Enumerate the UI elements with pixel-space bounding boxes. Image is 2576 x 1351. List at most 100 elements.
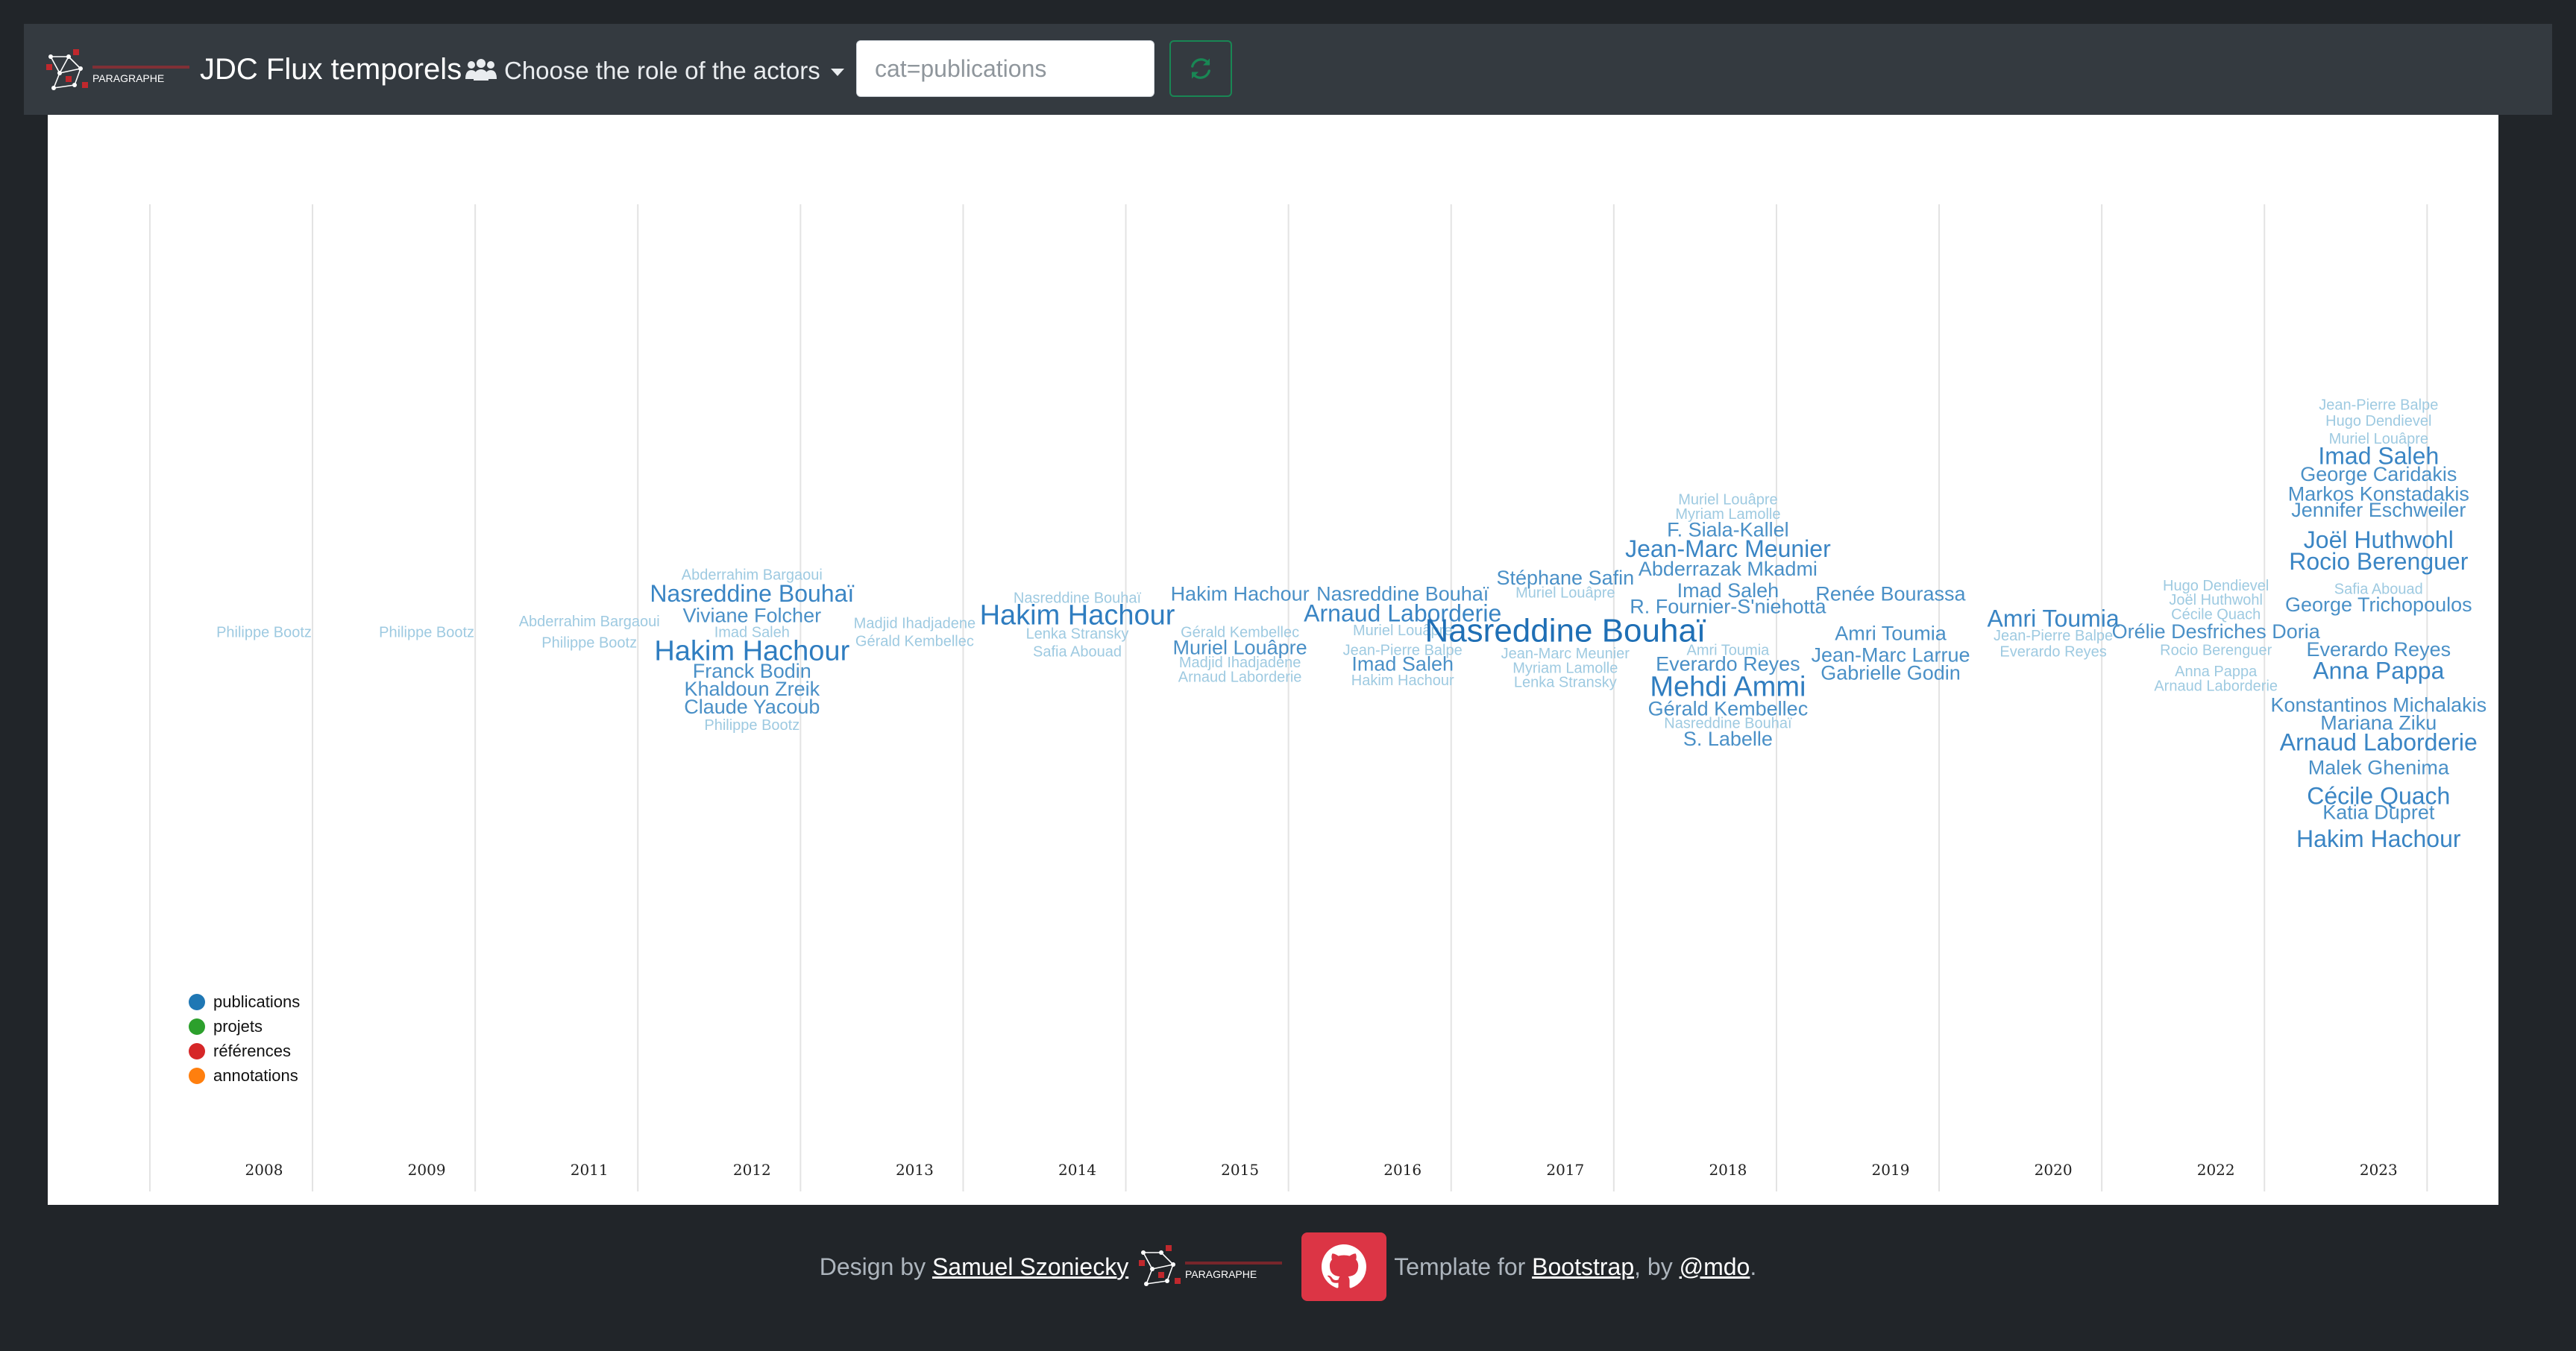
actor-word[interactable]: Markos Konstadakis <box>2288 482 2469 505</box>
actor-word[interactable]: Malek Ghenima <box>2308 757 2450 779</box>
actor-word[interactable]: Madjid Ihadjadene <box>854 615 976 632</box>
paragraphe-logo-footer[interactable]: PARAGRAPHE <box>1136 1242 1285 1291</box>
actor-word[interactable]: Rocio Berenguer <box>2289 548 2468 575</box>
actor-word[interactable]: Jean-Pierre Balpe <box>2319 397 2438 413</box>
actor-word[interactable]: Mehdi Ammi <box>1650 671 1806 702</box>
actor-word[interactable]: Amri Toumia <box>1687 642 1771 658</box>
actor-word[interactable]: Myriam Lamolle <box>1675 506 1780 523</box>
paragraphe-logo[interactable]: PARAGRAPHE <box>43 46 192 95</box>
actor-word[interactable]: Muriel Louâpre <box>1173 637 1307 659</box>
bootstrap-link[interactable]: Bootstrap <box>1532 1253 1635 1280</box>
actor-word[interactable]: Hakim Hachour <box>1351 673 1454 689</box>
actor-word[interactable]: Myriam Lamolle <box>1512 660 1618 676</box>
actor-word[interactable]: Cécile Quach <box>2307 782 2450 809</box>
actor-word[interactable]: Jean-Marc Meunier <box>1501 646 1630 662</box>
refresh-button[interactable] <box>1169 40 1232 97</box>
footer-by: , by <box>1634 1253 1673 1280</box>
legend-label[interactable]: publications <box>213 992 300 1011</box>
legend-label[interactable]: références <box>213 1042 291 1060</box>
actor-word[interactable]: Hakim Hachour <box>2296 825 2461 852</box>
actor-word[interactable]: Safia Abouad <box>2334 582 2423 598</box>
actor-word[interactable]: Franck Bodin <box>693 660 811 682</box>
actor-word[interactable]: Gérald Kembellec <box>1648 697 1809 719</box>
actor-word[interactable]: S. Labelle <box>1683 728 1773 750</box>
github-button[interactable] <box>1301 1232 1387 1301</box>
actor-word[interactable]: Khaldoun Zreik <box>684 678 820 700</box>
legend-label[interactable]: projets <box>213 1017 263 1036</box>
actor-word[interactable]: Anna Pappa <box>2313 657 2444 684</box>
actor-word[interactable]: Hugo Dendievel <box>2325 413 2431 429</box>
actor-word[interactable]: Lenka Stransky <box>1026 626 1129 643</box>
actor-word[interactable]: Cécile Quach <box>2171 606 2261 623</box>
actor-word[interactable]: Arnaud Laborderie <box>1304 599 1501 626</box>
query-input[interactable] <box>856 40 1155 97</box>
actor-word[interactable]: Amri Toumia <box>1835 623 1947 645</box>
role-dropdown[interactable]: Choose the role of the actors <box>465 46 844 95</box>
mdo-link[interactable]: @mdo <box>1679 1253 1750 1280</box>
actor-word[interactable]: Imad Saleh <box>2318 442 2439 469</box>
actor-word[interactable]: Gabrielle Godin <box>1821 661 1961 684</box>
actor-word[interactable]: Hugo Dendievel <box>2163 578 2269 594</box>
actor-word[interactable]: Safia Abouad <box>1033 644 1122 661</box>
actor-word[interactable]: Joël Huthwohl <box>2169 592 2263 608</box>
actor-word[interactable]: Nasreddine Bouhaï <box>1014 591 1142 607</box>
actor-word[interactable]: Lenka Stransky <box>1514 674 1617 690</box>
actor-word[interactable]: Philippe Bootz <box>216 624 312 640</box>
actor-word[interactable]: Hakim Hachour <box>654 635 849 667</box>
actor-word[interactable]: Everardo Reyes <box>1999 644 2106 661</box>
author-link[interactable]: Samuel Szoniecky <box>932 1253 1129 1280</box>
actor-word[interactable]: Muriel Louâpre <box>2329 431 2428 447</box>
actor-word[interactable]: Hakim Hachour <box>1171 583 1310 605</box>
actor-word[interactable]: Jean-Marc Larrue <box>1811 643 1970 666</box>
actor-word[interactable]: Stéphane Safin <box>1496 567 1634 589</box>
actor-word[interactable]: R. Fournier-S'niehotta <box>1630 596 1826 618</box>
actor-word[interactable]: Renée Bourassa <box>1815 583 1966 605</box>
actor-word[interactable]: Nasreddine Bouhaï <box>1664 716 1792 732</box>
actor-word[interactable]: Muriel Louâpre <box>1515 585 1615 601</box>
actor-word[interactable]: Jennifer Eschweiler <box>2291 499 2466 521</box>
actor-word[interactable]: Muriel Louâpre <box>1678 492 1777 508</box>
actor-word[interactable]: Nasreddine Bouhaï <box>1316 583 1489 605</box>
actor-word[interactable]: Philippe Bootz <box>704 717 799 734</box>
actor-word[interactable]: Orélie Desfriches Doria <box>2112 620 2321 643</box>
actor-word[interactable]: Viviane Folcher <box>682 605 821 627</box>
actor-word[interactable]: George Trichopoulos <box>2285 593 2472 616</box>
actor-word[interactable]: Anna Pappa <box>2175 664 2258 680</box>
actor-word[interactable]: Gérald Kembellec <box>1181 624 1299 640</box>
caret-down-icon <box>830 69 844 77</box>
actor-word[interactable]: Jean-Marc Meunier <box>1625 535 1831 562</box>
actor-word[interactable]: F. Siala-Kallel <box>1667 518 1789 541</box>
actor-word[interactable]: Hakim Hachour <box>980 599 1175 631</box>
actor-word[interactable]: Gérald Kembellec <box>855 633 974 649</box>
actor-word[interactable]: Joël Huthwohl <box>2304 526 2454 553</box>
brand-title[interactable]: JDC Flux temporels <box>200 53 462 86</box>
actor-word[interactable]: Philippe Bootz <box>541 635 637 652</box>
actor-word[interactable]: Everardo Reyes <box>2307 638 2451 661</box>
legend-label[interactable]: annotations <box>213 1066 298 1085</box>
actor-word[interactable]: Katia Dupret <box>2322 802 2435 824</box>
actor-word[interactable]: Mariana Ziku <box>2320 712 2437 734</box>
actor-word[interactable]: Konstantinos Michalakis <box>2270 694 2487 717</box>
actor-word[interactable]: George Caridakis <box>2300 463 2457 485</box>
actor-word[interactable]: Abderrahim Bargaoui <box>682 567 823 583</box>
actor-word[interactable]: Nasreddine Bouhaï <box>650 580 854 607</box>
actor-word[interactable]: Abderrahim Bargaoui <box>519 614 660 630</box>
actor-word[interactable]: Claude Yacoub <box>684 696 820 718</box>
actor-word[interactable]: Rocio Berenguer <box>2160 642 2272 658</box>
actor-word[interactable]: Amri Toumia <box>1987 605 2119 632</box>
actor-word[interactable]: Muriel Louâpre <box>1353 623 1452 639</box>
actor-word[interactable]: Arnaud Laborderie <box>2280 728 2478 755</box>
actor-word[interactable]: Arnaud Laborderie <box>1178 669 1302 685</box>
actor-word[interactable]: Jean-Pierre Balpe <box>1343 642 1463 658</box>
actor-word[interactable]: Jean-Pierre Balpe <box>1994 628 2113 644</box>
legend-swatch <box>189 1043 205 1059</box>
actor-word[interactable]: Everardo Reyes <box>1656 652 1800 675</box>
actor-word[interactable]: Imad Saleh <box>714 624 790 640</box>
actor-word[interactable]: Imad Saleh <box>1351 652 1454 675</box>
actor-word[interactable]: Arnaud Laborderie <box>2154 678 2278 694</box>
actor-word[interactable]: Abderrazak Mkadmi <box>1639 558 1818 580</box>
actor-word[interactable]: Nasreddine Bouhaï <box>1424 613 1706 649</box>
actor-word[interactable]: Philippe Bootz <box>379 624 474 640</box>
actor-word[interactable]: Imad Saleh <box>1677 579 1779 602</box>
actor-word[interactable]: Madjid Ihadjadene <box>1179 655 1301 671</box>
